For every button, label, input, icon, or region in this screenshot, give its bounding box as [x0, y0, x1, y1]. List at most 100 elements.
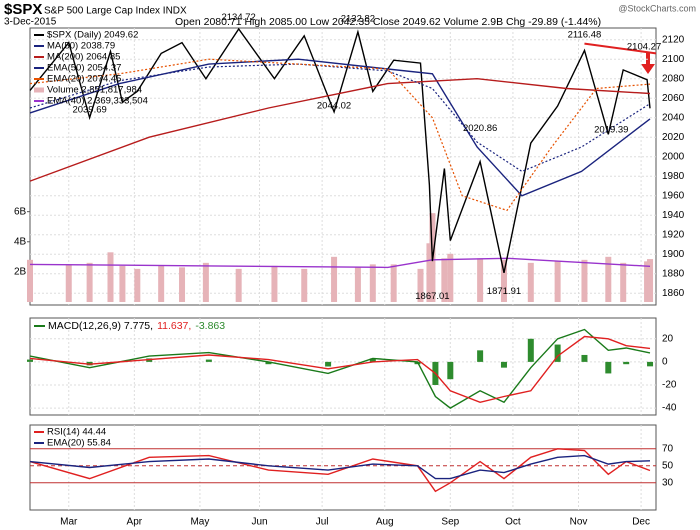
bar [605, 361, 612, 374]
y-tick-label: 2020 [662, 132, 685, 143]
y-tick-label: 2100 [662, 54, 685, 65]
bar [623, 361, 630, 365]
bar [620, 262, 627, 302]
price-panel [29, 27, 657, 306]
y-tick-label: 2000 [662, 151, 685, 162]
x-tick-label: Apr [127, 517, 143, 528]
bar [647, 361, 654, 367]
index-name: S&P 500 Large Cap Index INDX [44, 6, 187, 17]
x-tick-label: Jun [251, 517, 267, 528]
bar [27, 359, 33, 362]
bar [331, 256, 338, 302]
legend-label: MA(200) 2064.85 [47, 52, 120, 63]
x-tick-label: May [190, 517, 209, 528]
bar [325, 361, 332, 367]
legend-label: Volume 2,851,817,984 [47, 85, 142, 96]
series-line [29, 328, 651, 409]
x-tick-label: Sep [441, 517, 459, 528]
legend-label: -3.863 [195, 320, 225, 332]
price-annotation: 2039.69 [72, 105, 106, 116]
bar [205, 359, 212, 362]
rsi-panel [29, 424, 657, 511]
bar [527, 262, 534, 302]
macd-panel [29, 317, 657, 416]
price-annotation: 2134.72 [221, 12, 255, 23]
price-annotation: 2019.39 [594, 124, 628, 135]
series-line [29, 27, 651, 273]
bar [441, 258, 448, 302]
bar [527, 338, 534, 362]
bar [301, 268, 308, 302]
x-tick-label: Oct [505, 517, 521, 528]
y-tick-label: 30 [662, 477, 674, 488]
y-tick-label: 1900 [662, 249, 685, 260]
y-tick-label: 0 [662, 357, 668, 368]
symbol: $SPX [4, 1, 42, 18]
series-line [29, 454, 651, 480]
price-annotation: 2020.86 [463, 123, 497, 134]
price-annotation: 2104.27 [627, 42, 661, 53]
bar [27, 259, 33, 302]
bar [271, 265, 278, 302]
bar [477, 258, 484, 302]
legend-label: EMA(50) 2054.37 [47, 63, 121, 74]
y-tick-label: 2040 [662, 112, 685, 123]
legend-label: EMA(40) 2,369,333,504 [47, 96, 148, 107]
series-line [29, 58, 651, 212]
bar [202, 262, 209, 302]
bar [158, 265, 165, 302]
x-tick-label: Jul [316, 517, 329, 528]
y-tick-label: 1980 [662, 171, 685, 182]
bar [65, 264, 72, 302]
x-tick-label: Dec [632, 517, 650, 528]
bar [134, 268, 141, 302]
legend-label: MA(50) 2038.79 [47, 41, 115, 52]
bar [354, 267, 361, 302]
bar [500, 259, 507, 302]
y-tick-label: 2120 [662, 34, 685, 45]
y-tick-label: -40 [662, 403, 677, 414]
bar [369, 264, 376, 302]
bar [107, 252, 114, 302]
bar [235, 268, 242, 302]
series-line [29, 77, 651, 182]
legend-label: MACD(12,26,9) 7.775, [48, 320, 153, 332]
bar [500, 361, 507, 368]
price-annotation: 1867.01 [415, 291, 449, 302]
legend-label: EMA(20) 2074.45 [47, 74, 121, 85]
bar [265, 361, 272, 365]
bar [554, 261, 561, 302]
bar [390, 264, 397, 302]
price-annotation: 1871.91 [487, 286, 521, 297]
y-tick-label: 1860 [662, 288, 685, 299]
series-line [29, 448, 651, 493]
series-line [29, 335, 651, 404]
bar [447, 361, 454, 380]
y2-tick-label: 4B [14, 236, 27, 247]
y-tick-label: 2060 [662, 93, 685, 104]
bar [447, 253, 454, 302]
bar [581, 259, 588, 302]
bar [417, 268, 424, 302]
x-tick-label: Nov [570, 517, 588, 528]
bar [554, 344, 561, 362]
bar [179, 267, 186, 302]
y-tick-label: 1920 [662, 229, 685, 240]
x-tick-label: Aug [376, 517, 394, 528]
legend-label: EMA(20) 55.84 [47, 438, 111, 449]
y-tick-label: 1880 [662, 268, 685, 279]
trend-line [584, 42, 657, 55]
legend-label: 11.637, [157, 320, 191, 332]
y-tick-label: 2080 [662, 73, 685, 84]
legend-label: RSI(14) 44.44 [47, 427, 106, 438]
watermark: @StockCharts.com [618, 3, 696, 13]
y-tick-label: 1960 [662, 190, 685, 201]
y2-tick-label: 2B [14, 267, 27, 278]
legend-label: $SPX (Daily) 2049.62 [47, 30, 138, 41]
y-tick-label: 1940 [662, 210, 685, 221]
y2-tick-label: 6B [14, 206, 27, 217]
down-arrow [641, 52, 655, 74]
bar [369, 358, 376, 362]
price-annotation: 2116.48 [568, 30, 602, 41]
